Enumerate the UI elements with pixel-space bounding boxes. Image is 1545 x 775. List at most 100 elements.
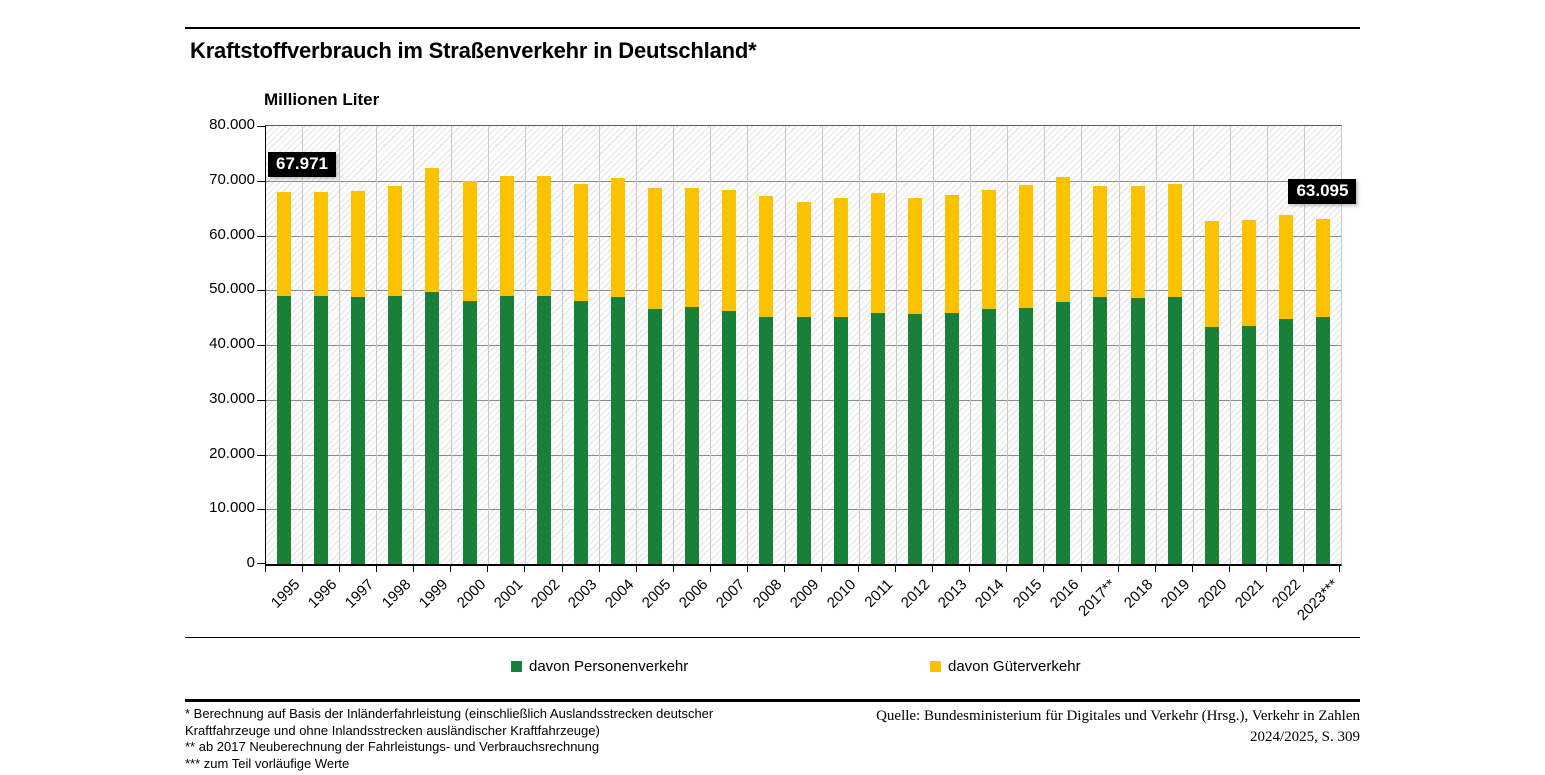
x-axis-tick (561, 565, 563, 572)
y-axis-tick-label: 50.000 (209, 280, 255, 298)
x-axis-tick (1006, 565, 1008, 572)
bar-segment-personenverkehr (722, 311, 737, 564)
category-slot-1998 (377, 126, 415, 564)
category-slot-1997 (340, 126, 378, 564)
category-slot-2008 (748, 126, 786, 564)
category-slot-2013 (934, 126, 972, 564)
x-axis-tick (858, 565, 860, 572)
x-axis-tick-label: 2000 (453, 576, 489, 612)
x-axis-tick (302, 565, 304, 572)
data-value-label: 63.095 (1288, 178, 1357, 204)
bar-segment-personenverkehr (277, 295, 292, 564)
footnote-line: ** ab 2017 Neuberechnung der Fahrleistun… (185, 739, 600, 754)
category-slot-2002 (526, 126, 563, 564)
category-slot-2021 (1231, 126, 1268, 564)
category-slot-2023 (1305, 126, 1341, 564)
bar-segment-gueterverkehr (982, 190, 997, 310)
bar-segment-personenverkehr (1056, 302, 1071, 564)
y-axis-tick (257, 454, 266, 456)
page-title: Kraftstoffverbrauch im Straßenverkehr in… (190, 38, 757, 63)
legend-label-gueterverkehr: davon Güterverkehr (948, 658, 1081, 675)
bar-segment-gueterverkehr (536, 176, 551, 296)
category-slot-2003 (563, 126, 600, 564)
x-axis-tick-label: 1995 (267, 576, 304, 612)
category-slot-2004 (600, 126, 638, 564)
category-slot-2015 (1008, 126, 1046, 564)
bar-segment-gueterverkehr (573, 184, 588, 302)
x-axis-tick (709, 565, 711, 572)
y-axis-tick-label: 80.000 (209, 116, 255, 133)
x-axis-tick (1302, 565, 1304, 572)
stacked-bar-1999 (425, 167, 440, 564)
legend-swatch-gueterverkehr (930, 661, 941, 672)
category-slot-2007 (711, 126, 749, 564)
category-slot-2016 (1045, 126, 1083, 564)
x-axis-ticks (265, 565, 1341, 572)
category-slot-2022 (1268, 126, 1306, 564)
legend-label-personenverkehr: davon Personenverkehr (529, 658, 689, 675)
x-axis-tick-label: 2020 (1194, 576, 1231, 612)
category-slot-2010 (823, 126, 860, 564)
bar-segment-gueterverkehr (722, 190, 737, 312)
x-axis-tick (821, 565, 823, 572)
x-axis-tick-label: 2004 (601, 576, 638, 612)
top-divider (185, 27, 1360, 29)
x-axis-tick-label: 2014 (972, 576, 1008, 612)
source-line: 2024/2025, S. 309 (1249, 729, 1360, 745)
stacked-bar-2005 (648, 187, 663, 564)
bar-segment-personenverkehr (1167, 297, 1182, 564)
x-axis-tick (1043, 565, 1045, 572)
category-slot-2005 (637, 126, 675, 564)
bar-segment-personenverkehr (388, 296, 403, 564)
stacked-bar-2014 (982, 190, 997, 564)
stacked-bar-1995 (277, 191, 292, 564)
bar-segment-personenverkehr (1279, 319, 1293, 564)
bar-segment-gueterverkehr (870, 193, 885, 314)
footnote-line: * Berechnung auf Basis der Inländerfahrl… (185, 706, 714, 721)
x-axis-tick-label: 2006 (675, 576, 712, 612)
x-axis-tick (895, 565, 897, 572)
x-axis-tick (1191, 565, 1193, 572)
x-axis-labels: 1995 1996 1997 1998 1999 2000 2001 2002 2003 2004… (265, 576, 1342, 634)
category-slot-2011 (860, 126, 897, 564)
bar-segment-personenverkehr (1093, 297, 1108, 564)
bar-segment-gueterverkehr (759, 195, 774, 317)
x-axis-tick-label: 2001 (490, 576, 526, 612)
x-axis-tick (783, 565, 785, 572)
x-axis-tick (1339, 565, 1340, 572)
bar-segment-gueterverkehr (277, 191, 292, 296)
y-axis-unit-label: Millionen Liter (264, 90, 380, 109)
bar-segment-gueterverkehr (388, 185, 403, 297)
bar-segment-gueterverkehr (499, 175, 514, 297)
footnotes: * Berechnung auf Basis der Inländerfahrl… (185, 706, 785, 772)
bar-segment-personenverkehr (982, 309, 997, 564)
bar-segment-gueterverkehr (611, 178, 626, 298)
bar-segment-gueterverkehr (1130, 186, 1145, 298)
stacked-bar-2011 (870, 193, 885, 564)
bar-segment-gueterverkehr (351, 190, 366, 297)
stacked-bar-2000 (462, 180, 477, 564)
bar-segment-personenverkehr (1204, 326, 1219, 564)
x-axis-tick-label: 2009 (786, 576, 823, 612)
bar-segment-personenverkehr (945, 313, 960, 564)
bar-segment-gueterverkehr (314, 192, 329, 297)
stacked-bar-2004 (611, 178, 626, 564)
y-axis-tick-label: 40.000 (209, 335, 255, 352)
stacked-bar-2015 (1019, 184, 1034, 564)
bar-segment-gueterverkehr (1204, 221, 1219, 327)
x-axis-tick (969, 565, 971, 572)
category-slot-2009 (786, 126, 823, 564)
y-axis-tick (257, 235, 266, 237)
bar-segment-personenverkehr (1130, 297, 1145, 564)
stacked-bar-2009 (796, 201, 811, 564)
bar-segment-gueterverkehr (648, 187, 663, 309)
category-slot-2019 (1157, 126, 1194, 564)
x-axis-tick-label: 2019 (1157, 576, 1194, 612)
stacked-bar-2023 (1316, 218, 1331, 564)
bar-segment-gueterverkehr (833, 197, 848, 317)
x-axis-tick (672, 565, 674, 572)
bar-segment-personenverkehr (833, 316, 848, 564)
category-slot-1999 (414, 126, 452, 564)
y-axis-tick (257, 180, 266, 182)
stacked-bar-2001 (499, 175, 514, 564)
